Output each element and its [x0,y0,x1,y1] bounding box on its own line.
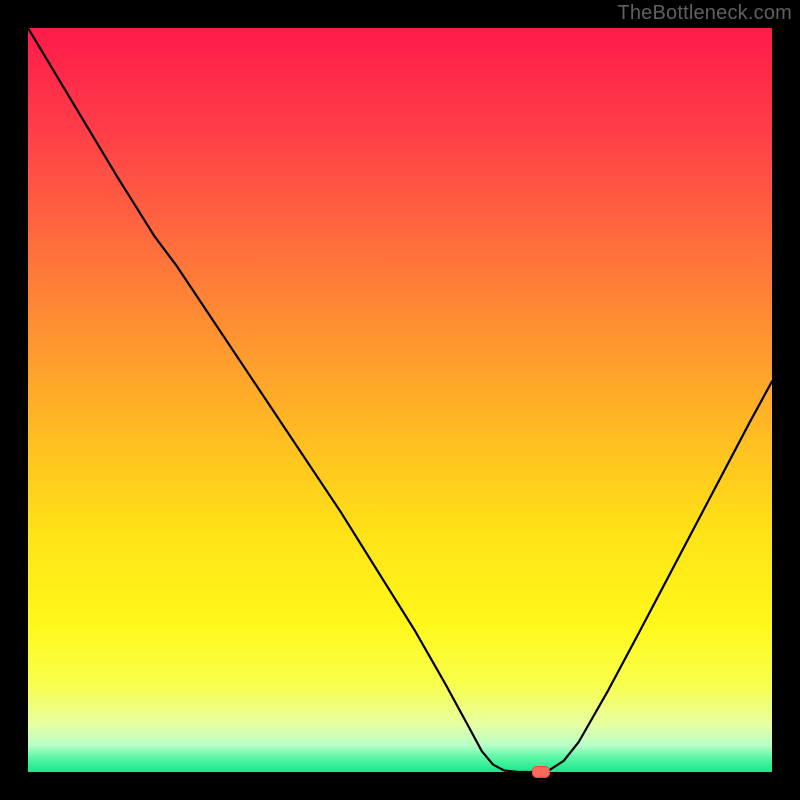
chart-background-gradient [28,28,772,772]
bottleneck-chart [0,0,800,800]
chart-canvas: TheBottleneck.com [0,0,800,800]
